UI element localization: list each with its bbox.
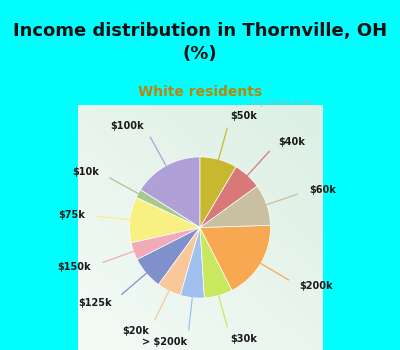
Text: $10k: $10k bbox=[72, 167, 99, 177]
Text: City-Data.com: City-Data.com bbox=[248, 98, 312, 106]
Wedge shape bbox=[130, 197, 200, 243]
Wedge shape bbox=[140, 157, 200, 228]
Text: $75k: $75k bbox=[58, 210, 85, 220]
Wedge shape bbox=[137, 228, 200, 285]
Text: $100k: $100k bbox=[111, 121, 144, 131]
Text: $40k: $40k bbox=[278, 137, 305, 147]
Wedge shape bbox=[200, 228, 232, 298]
Text: White residents: White residents bbox=[138, 85, 262, 99]
Wedge shape bbox=[200, 167, 257, 228]
Wedge shape bbox=[158, 228, 200, 295]
Text: > $200k: > $200k bbox=[142, 337, 187, 348]
Text: $125k: $125k bbox=[78, 298, 112, 308]
Text: Income distribution in Thornville, OH
(%): Income distribution in Thornville, OH (%… bbox=[13, 22, 387, 63]
Text: $30k: $30k bbox=[230, 334, 257, 344]
Wedge shape bbox=[200, 225, 270, 290]
Text: $150k: $150k bbox=[58, 262, 91, 272]
Wedge shape bbox=[131, 228, 200, 260]
Wedge shape bbox=[200, 186, 270, 228]
Text: $50k: $50k bbox=[230, 111, 257, 121]
Wedge shape bbox=[136, 190, 200, 228]
Text: $200k: $200k bbox=[300, 281, 333, 291]
Wedge shape bbox=[180, 228, 204, 298]
Text: $60k: $60k bbox=[310, 185, 336, 195]
Text: $20k: $20k bbox=[122, 326, 149, 336]
Wedge shape bbox=[200, 157, 236, 228]
